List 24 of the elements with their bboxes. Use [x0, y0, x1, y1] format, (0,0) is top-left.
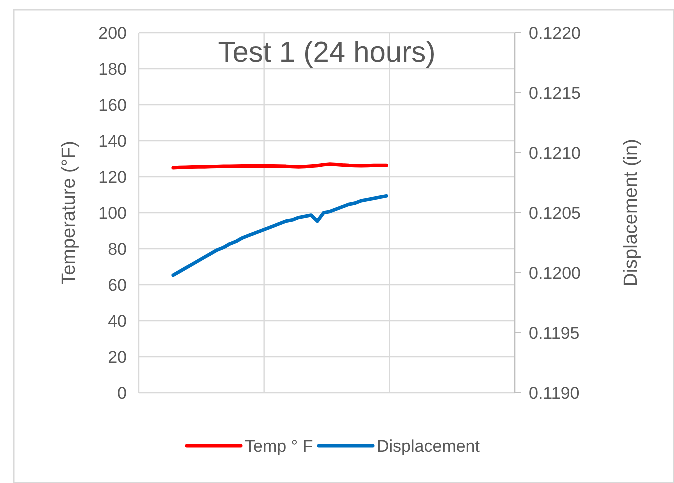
y2-tick-label: 0.1210 — [529, 144, 581, 163]
y2-tick-label: 0.1220 — [529, 24, 581, 43]
y-tick-label: 40 — [108, 312, 127, 331]
y-tick-label: 80 — [108, 240, 127, 259]
y-axis-title: Temperature (°F) — [59, 141, 80, 285]
y-tick-label: 200 — [98, 24, 127, 43]
y-tick-label: 180 — [98, 60, 127, 79]
legend-label: Temp ° F — [245, 436, 314, 456]
y2-tick-label: 0.1215 — [529, 84, 581, 103]
y2-tick-label: 0.1200 — [529, 264, 581, 283]
y-tick-label: 100 — [98, 204, 127, 223]
y-tick-label: 20 — [108, 348, 127, 367]
line-series — [172, 194, 388, 278]
legend-label: Displacement — [377, 436, 480, 456]
y-tick-label: 160 — [98, 96, 127, 115]
y2-tick-label: 0.1190 — [529, 384, 580, 403]
y-tick-label: 60 — [108, 276, 127, 295]
chart-title: Test 1 (24 hours) — [218, 37, 436, 69]
y-tick-label: 0 — [118, 384, 127, 403]
y-tick-label: 140 — [98, 132, 127, 151]
y-tick-label: 120 — [98, 168, 127, 187]
y2-tick-label: 0.1195 — [529, 324, 580, 343]
y2-tick-label: 0.1205 — [529, 204, 581, 223]
y2-axis-title: Displacement (in) — [621, 139, 642, 287]
